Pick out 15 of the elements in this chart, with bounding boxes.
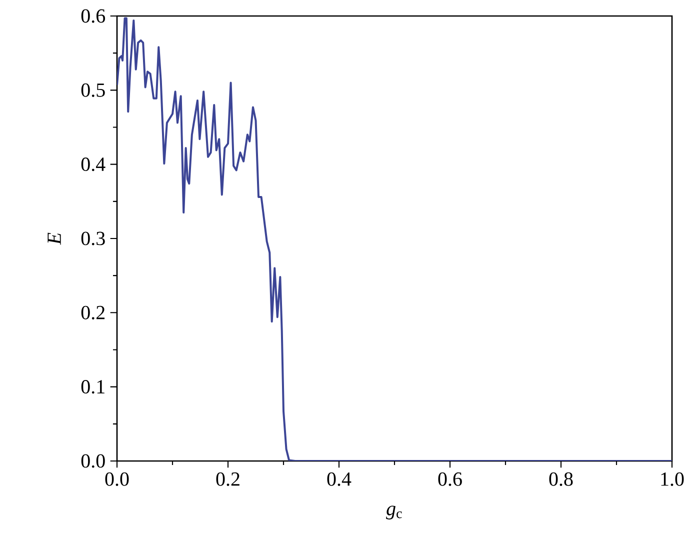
y-tick-label: 0.4 bbox=[81, 158, 106, 172]
x-axis-title: g$_{c}$ bbox=[386, 506, 402, 520]
y-tick-label: 0.5 bbox=[81, 83, 105, 97]
y-tick-label: 0.2 bbox=[81, 306, 105, 320]
x-tick-label: 0.2 bbox=[216, 472, 240, 486]
x-tick-label: 0.0 bbox=[105, 472, 129, 486]
x-tick-label: 0.6 bbox=[438, 472, 462, 486]
x-tick-label: 0.4 bbox=[327, 472, 352, 486]
y-tick-label: 0.0 bbox=[81, 454, 105, 468]
x-tick-label: 0.8 bbox=[549, 472, 573, 486]
y-tick-label: 0.1 bbox=[81, 380, 104, 394]
y-tick-label: 0.3 bbox=[81, 232, 105, 246]
y-axis-title: E bbox=[48, 232, 61, 245]
x-tick-label: 1.0 bbox=[661, 472, 684, 486]
y-tick-label: 0.6 bbox=[81, 9, 106, 23]
